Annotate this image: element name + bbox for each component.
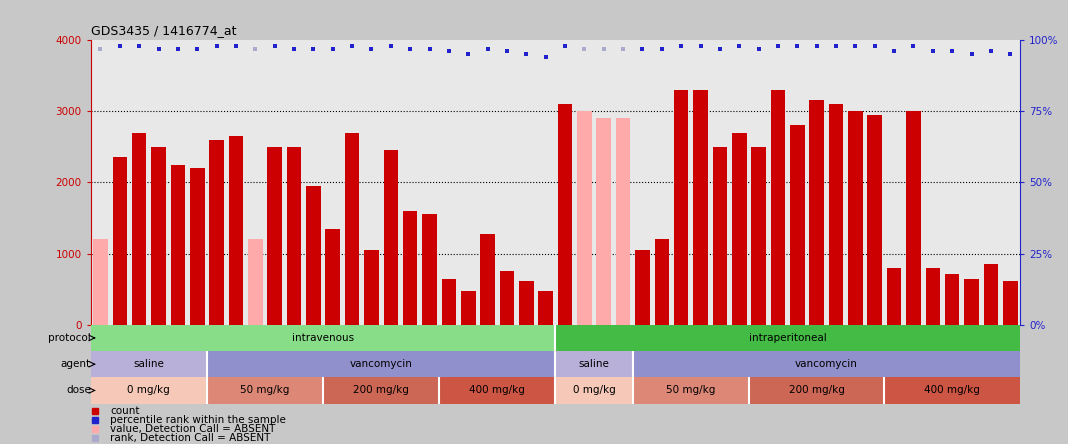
Bar bbox=[712, 147, 727, 325]
Text: intravenous: intravenous bbox=[292, 333, 355, 343]
Bar bbox=[674, 90, 689, 325]
Text: 50 mg/kg: 50 mg/kg bbox=[240, 385, 289, 396]
Text: count: count bbox=[110, 406, 140, 416]
Bar bbox=[555, 377, 632, 404]
Text: agent: agent bbox=[61, 359, 91, 369]
Bar bbox=[693, 90, 708, 325]
Bar bbox=[442, 278, 456, 325]
Bar bbox=[886, 268, 901, 325]
Text: dose: dose bbox=[66, 385, 91, 396]
Bar bbox=[555, 325, 1020, 351]
Text: 50 mg/kg: 50 mg/kg bbox=[666, 385, 716, 396]
Text: 200 mg/kg: 200 mg/kg bbox=[354, 385, 409, 396]
Bar bbox=[287, 147, 301, 325]
Bar bbox=[945, 274, 959, 325]
Bar bbox=[112, 158, 127, 325]
Text: percentile rank within the sample: percentile rank within the sample bbox=[110, 415, 286, 425]
Bar bbox=[403, 211, 418, 325]
Bar bbox=[439, 377, 555, 404]
Bar bbox=[345, 133, 359, 325]
Bar bbox=[519, 281, 534, 325]
Bar bbox=[209, 140, 224, 325]
Bar bbox=[323, 377, 439, 404]
Bar bbox=[326, 229, 340, 325]
Bar bbox=[91, 325, 555, 351]
Bar bbox=[364, 250, 379, 325]
Text: vancomycin: vancomycin bbox=[349, 359, 412, 369]
Bar bbox=[655, 239, 669, 325]
Bar bbox=[422, 214, 437, 325]
Bar bbox=[555, 351, 632, 377]
Bar bbox=[500, 271, 514, 325]
Bar bbox=[771, 90, 785, 325]
Bar bbox=[267, 147, 282, 325]
Bar bbox=[91, 351, 207, 377]
Text: rank, Detection Call = ABSENT: rank, Detection Call = ABSENT bbox=[110, 432, 270, 443]
Bar bbox=[307, 186, 320, 325]
Bar bbox=[829, 104, 844, 325]
Text: saline: saline bbox=[134, 359, 164, 369]
Bar bbox=[749, 377, 884, 404]
Bar bbox=[229, 136, 244, 325]
Bar bbox=[93, 239, 108, 325]
Text: GDS3435 / 1416774_at: GDS3435 / 1416774_at bbox=[91, 24, 236, 37]
Bar bbox=[577, 111, 592, 325]
Text: 400 mg/kg: 400 mg/kg bbox=[924, 385, 980, 396]
Bar bbox=[926, 268, 940, 325]
Bar bbox=[91, 377, 207, 404]
Bar bbox=[790, 125, 804, 325]
Text: 200 mg/kg: 200 mg/kg bbox=[789, 385, 845, 396]
Bar bbox=[207, 377, 323, 404]
Bar bbox=[248, 239, 263, 325]
Bar bbox=[616, 118, 630, 325]
Text: intraperitoneal: intraperitoneal bbox=[749, 333, 827, 343]
Text: protocol: protocol bbox=[48, 333, 91, 343]
Bar bbox=[632, 351, 1020, 377]
Bar bbox=[132, 133, 146, 325]
Bar bbox=[171, 165, 185, 325]
Bar bbox=[907, 111, 921, 325]
Bar bbox=[383, 151, 398, 325]
Text: saline: saline bbox=[579, 359, 610, 369]
Bar bbox=[481, 234, 494, 325]
Bar bbox=[632, 377, 749, 404]
Bar bbox=[557, 104, 572, 325]
Bar bbox=[732, 133, 747, 325]
Bar bbox=[190, 168, 204, 325]
Bar bbox=[207, 351, 555, 377]
Text: 0 mg/kg: 0 mg/kg bbox=[127, 385, 170, 396]
Bar bbox=[984, 264, 999, 325]
Bar bbox=[461, 291, 475, 325]
Bar bbox=[752, 147, 766, 325]
Text: value, Detection Call = ABSENT: value, Detection Call = ABSENT bbox=[110, 424, 276, 434]
Bar bbox=[597, 118, 611, 325]
Bar bbox=[152, 147, 166, 325]
Bar bbox=[635, 250, 649, 325]
Bar bbox=[848, 111, 863, 325]
Text: 0 mg/kg: 0 mg/kg bbox=[572, 385, 615, 396]
Bar bbox=[810, 100, 823, 325]
Bar bbox=[964, 278, 978, 325]
Text: 400 mg/kg: 400 mg/kg bbox=[469, 385, 525, 396]
Bar bbox=[538, 291, 553, 325]
Bar bbox=[867, 115, 882, 325]
Bar bbox=[884, 377, 1020, 404]
Text: vancomycin: vancomycin bbox=[795, 359, 858, 369]
Bar bbox=[1003, 281, 1018, 325]
